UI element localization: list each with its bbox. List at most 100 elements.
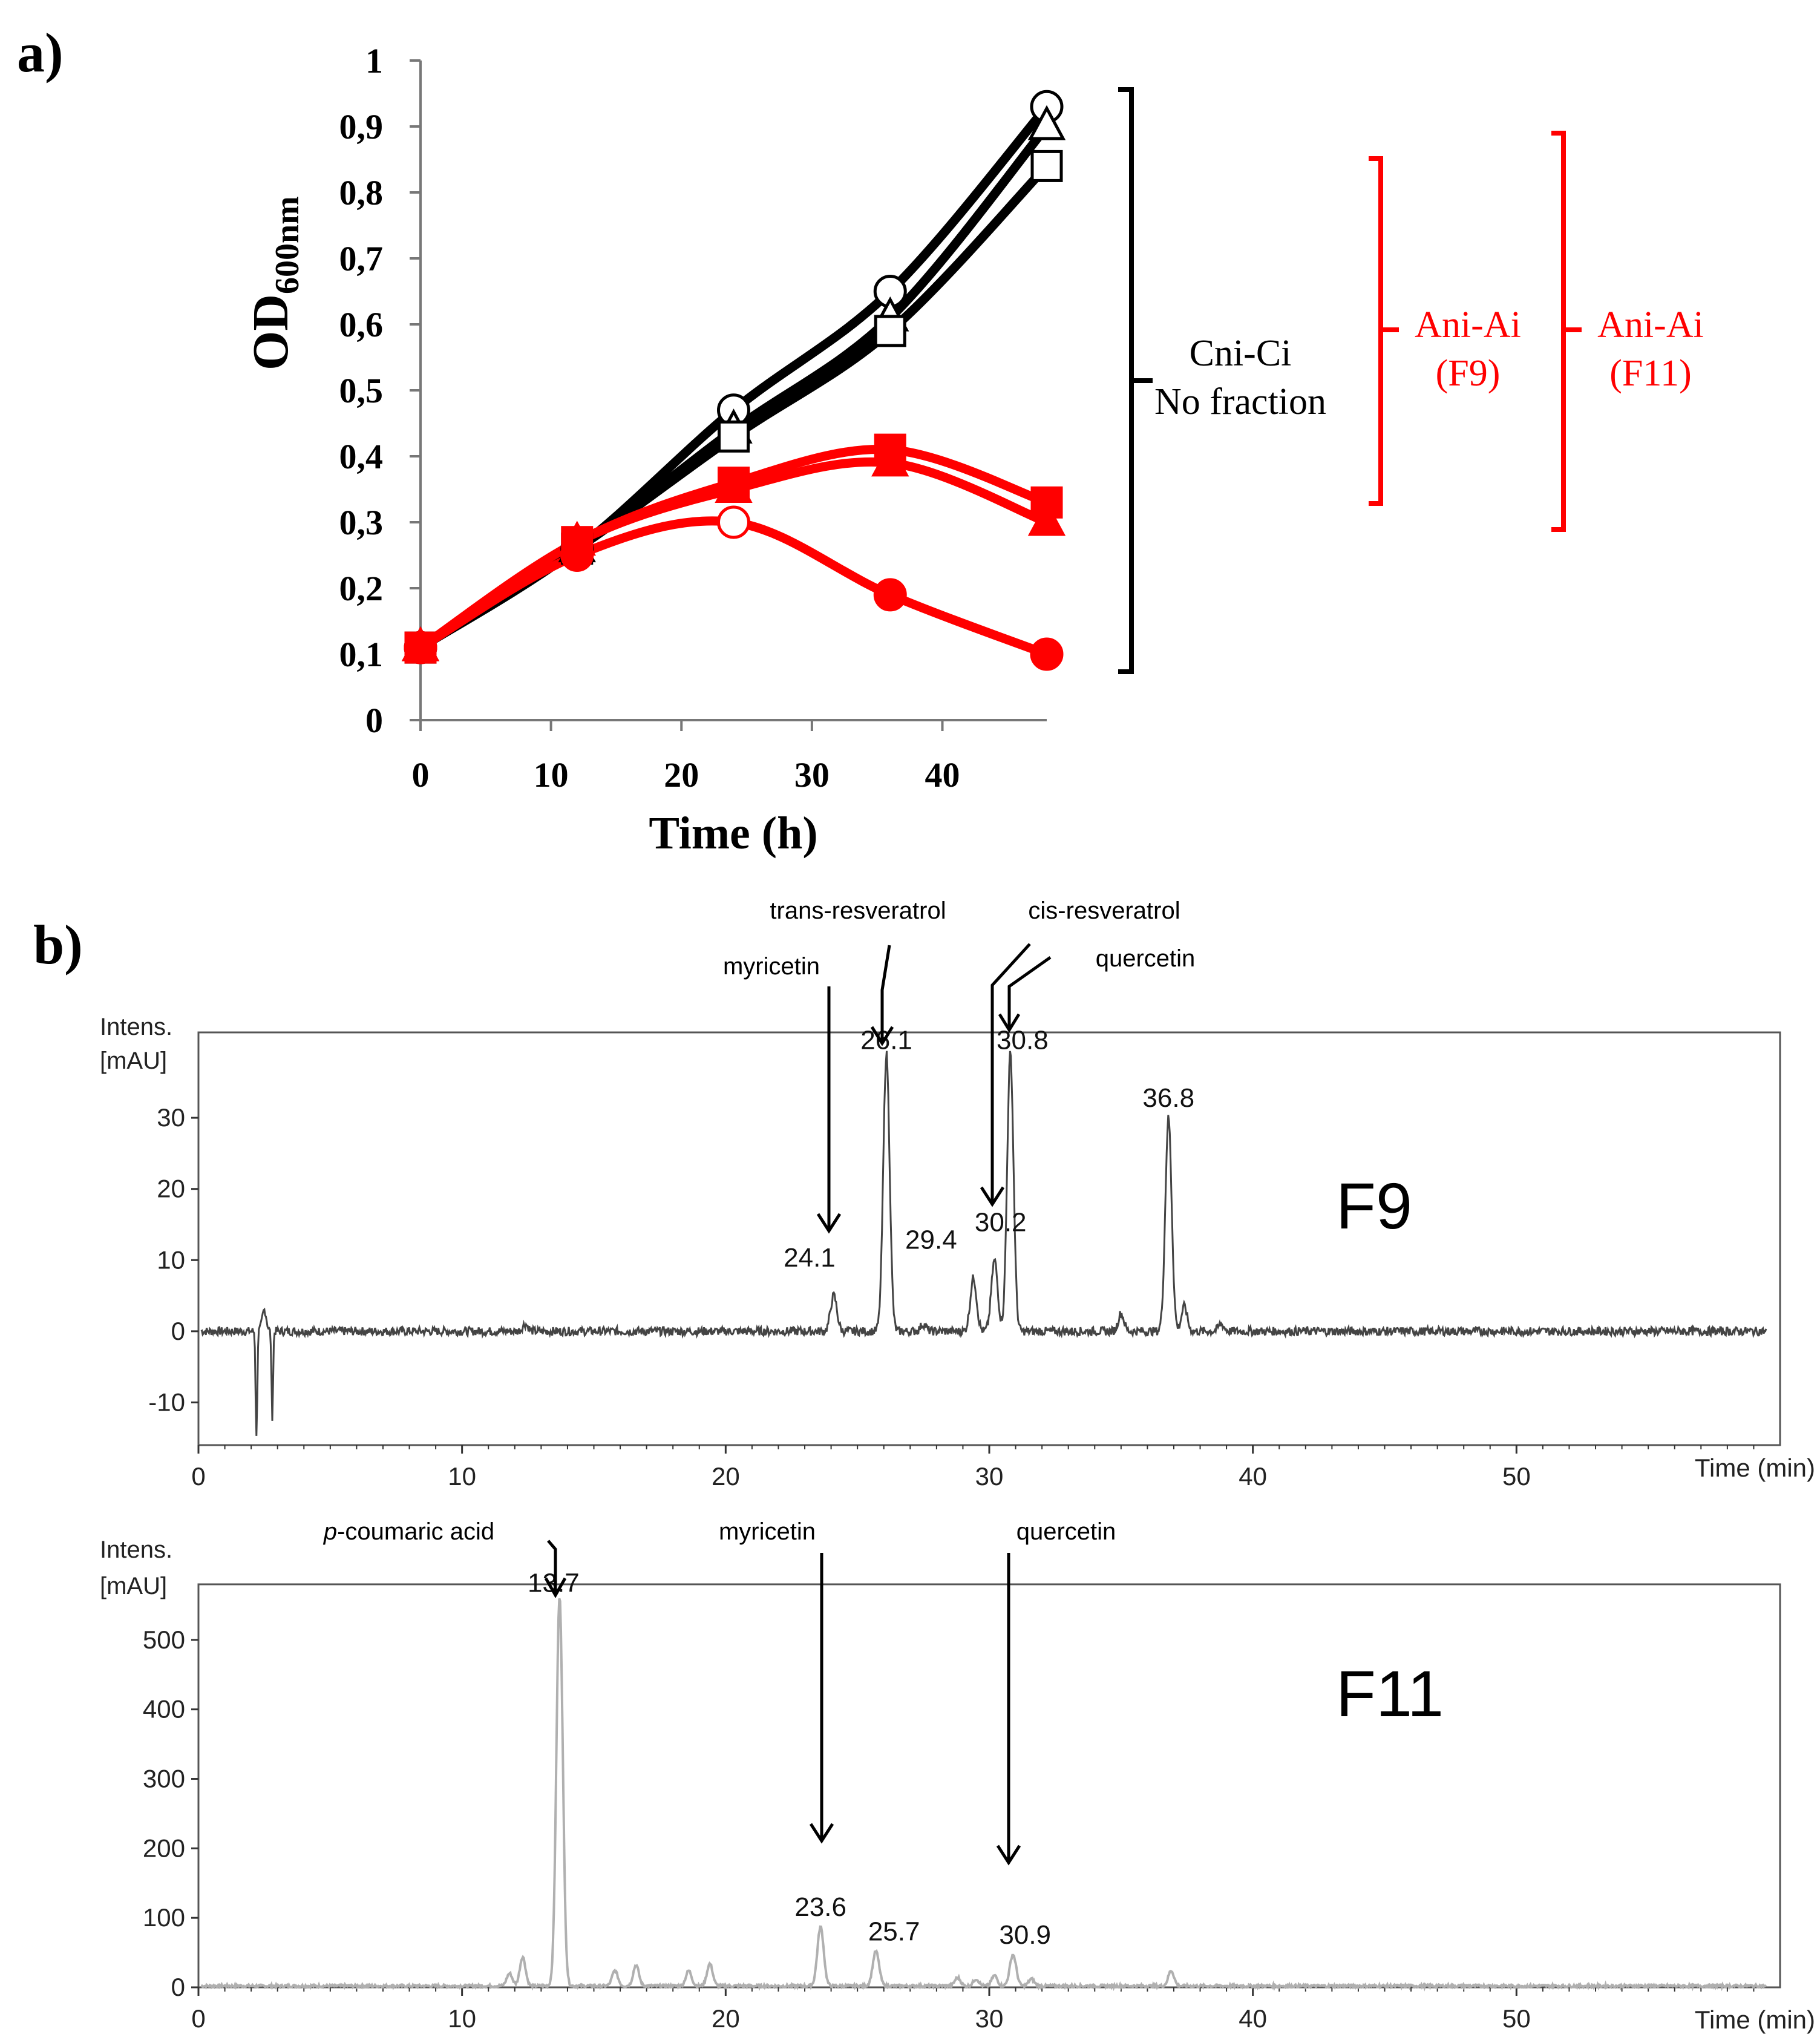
marker-square bbox=[874, 315, 906, 347]
growth-ytick-label: 0,7 bbox=[339, 239, 384, 278]
f9-arrow-trans-resveratrol bbox=[880, 945, 891, 1041]
f11-xtick-label: 10 bbox=[448, 2004, 476, 2033]
f11-arrowhead-quercetin bbox=[996, 1845, 1021, 1866]
f11-xlabel: Time (min) bbox=[1695, 2005, 1815, 2034]
f11-xtick-label: 50 bbox=[1502, 2004, 1531, 2033]
f9-ytick-label: 0 bbox=[171, 1317, 185, 1345]
f11-compound-p-coumaric-acid: p-coumaric acid bbox=[323, 1518, 494, 1545]
f9-arrow-quercetin bbox=[1007, 956, 1052, 1029]
bracket-ani-ai-f11 bbox=[1551, 131, 1582, 532]
growth-chart: 00,10,20,30,40,50,60,70,80,910 10 20 30 40 O… bbox=[243, 41, 1704, 859]
growth-ytick-label: 0,3 bbox=[339, 503, 384, 542]
f9-ytick-label: 30 bbox=[157, 1103, 185, 1132]
f9-ytick-label: 10 bbox=[157, 1245, 185, 1274]
f9-ytick-label: -10 bbox=[148, 1388, 185, 1416]
ylabel-main: OD bbox=[243, 294, 299, 370]
growth-xtick-label: 10 bbox=[534, 755, 569, 795]
marker-square bbox=[718, 420, 750, 453]
f11-ytick-label: 0 bbox=[171, 1973, 185, 2001]
marker-square bbox=[404, 631, 437, 664]
growth-ytick-label: 1 bbox=[365, 41, 383, 80]
f11-ytick-label: 500 bbox=[143, 1625, 185, 1654]
f9-arrowhead-cis-resveratrol bbox=[980, 1186, 1005, 1207]
growth-chart-axes: 00,10,20,30,40,50,60,70,80,910 10 20 30 40 bbox=[339, 41, 1047, 795]
marker-square bbox=[874, 433, 906, 466]
marker-triangle bbox=[1027, 105, 1066, 140]
annotation-no-fraction: No fraction bbox=[1154, 381, 1326, 422]
annotation-f11: (F11) bbox=[1609, 353, 1691, 394]
f9-title: F9 bbox=[1336, 1169, 1412, 1242]
chromatogram-f11-trace bbox=[200, 1598, 1767, 1992]
marker-square bbox=[718, 467, 750, 499]
chromatogram-f9-frame bbox=[197, 1031, 1781, 1446]
f9-xtick-label: 30 bbox=[975, 1462, 1004, 1490]
marker-circle bbox=[873, 578, 907, 612]
f11-compound-myricetin: myricetin bbox=[719, 1518, 816, 1545]
f11-arrow-p-coumaric-acid bbox=[547, 1540, 557, 1593]
f9-peak-label: 26.1 bbox=[860, 1025, 912, 1055]
f11-arrowhead-p-coumaric-acid bbox=[544, 1577, 567, 1599]
growth-chart-xlabel: Time (h) bbox=[649, 808, 817, 859]
chromatogram-f11-peak-labels: 13.723.625.7 30.9 bbox=[528, 1569, 1051, 1950]
marker-square bbox=[1030, 149, 1063, 182]
f9-compound-myricetin: myricetin bbox=[723, 953, 820, 980]
f9-xtick-label: 20 bbox=[712, 1462, 740, 1490]
f11-ylabel-line2: [mAU] bbox=[100, 1573, 167, 1599]
f9-peak-label: 36.8 bbox=[1142, 1083, 1194, 1113]
annotation-ani-ai-f11: Ani-Ai bbox=[1597, 304, 1704, 346]
f11-xtick-label: 0 bbox=[191, 2004, 205, 2033]
panel-label-b: b) bbox=[33, 914, 83, 976]
f9-arrowhead-trans-resveratrol bbox=[870, 1026, 894, 1046]
chromatogram-f9-trace bbox=[200, 1051, 1767, 1436]
f11-ylabel-line1: Intens. bbox=[100, 1536, 172, 1563]
marker-square bbox=[561, 526, 594, 559]
growth-ytick-label: 0,5 bbox=[339, 371, 384, 410]
f11-ytick-label: 100 bbox=[143, 1903, 185, 1932]
f9-xtick-label: 0 bbox=[191, 1462, 205, 1490]
growth-series-line-4 bbox=[418, 516, 1049, 659]
chromatogram-f9-peak-labels: 24.1 26.1 29.4 30.2 30.8 36.8 bbox=[784, 1025, 1194, 1273]
growth-xtick-label: 40 bbox=[925, 755, 960, 795]
growth-ytick-label: 0,2 bbox=[339, 569, 384, 608]
f11-peak-label: 30.9 bbox=[999, 1920, 1051, 1950]
f11-title: F11 bbox=[1336, 1657, 1444, 1730]
f9-peak-label: 30.8 bbox=[997, 1025, 1049, 1055]
f11-ytick-label: 400 bbox=[143, 1695, 185, 1723]
chromatogram-f11-frame bbox=[197, 1583, 1781, 1989]
f11-peak-label: 23.6 bbox=[794, 1892, 846, 1922]
growth-ytick-label: 0,1 bbox=[339, 635, 384, 674]
panel-label-a: a) bbox=[17, 22, 64, 84]
f9-arrowhead-myricetin bbox=[816, 1213, 842, 1234]
f11-compound-quercetin: quercetin bbox=[1016, 1518, 1116, 1545]
bracket-cni-ci bbox=[1118, 87, 1153, 674]
growth-ytick-label: 0,6 bbox=[339, 305, 384, 344]
f9-xtick-label: 50 bbox=[1502, 1462, 1531, 1490]
marker-triangle bbox=[1027, 500, 1066, 536]
annotation-cni-ci: Cni-Ci bbox=[1190, 333, 1292, 374]
f11-ytick-label: 300 bbox=[143, 1765, 185, 1793]
marker-circle bbox=[1030, 637, 1064, 671]
growth-ytick-label: 0 bbox=[365, 701, 383, 740]
f11-compound-p-coumaric-rest: -coumaric acid bbox=[337, 1518, 494, 1545]
f9-xlabel: Time (min) bbox=[1695, 1454, 1815, 1482]
growth-xtick-label: 20 bbox=[664, 755, 699, 795]
f11-xtick-label: 20 bbox=[712, 2004, 740, 2033]
f11-arrowhead-myricetin bbox=[809, 1823, 834, 1844]
f11-xtick-label: 30 bbox=[975, 2004, 1004, 2033]
growth-chart-ylabel: OD600nm bbox=[243, 196, 306, 370]
chromatogram-f9: -10 0 10 20 30 0 10 20 30 40 50 24.1 26.1 29.4 30.2 30… bbox=[100, 897, 1815, 1490]
annotation-ani-ai-f9: Ani-Ai bbox=[1415, 304, 1521, 346]
f9-ylabel-line1: Intens. bbox=[100, 1014, 172, 1040]
growth-ytick-label: 0,9 bbox=[339, 107, 384, 146]
growth-ytick-label: 0,8 bbox=[339, 173, 384, 212]
growth-xtick-label: 0 bbox=[412, 755, 430, 795]
growth-chart-markers bbox=[401, 90, 1066, 671]
chromatogram-f11-axes: 0 100 200 300 400 500 0 10 20 30 40 50 bbox=[143, 1625, 1755, 2033]
f9-ytick-label: 20 bbox=[157, 1175, 185, 1203]
growth-series-line-2 bbox=[417, 123, 1050, 652]
growth-chart-series bbox=[417, 103, 1050, 659]
f11-xtick-label: 40 bbox=[1239, 2004, 1267, 2033]
growth-xtick-label: 30 bbox=[794, 755, 830, 795]
